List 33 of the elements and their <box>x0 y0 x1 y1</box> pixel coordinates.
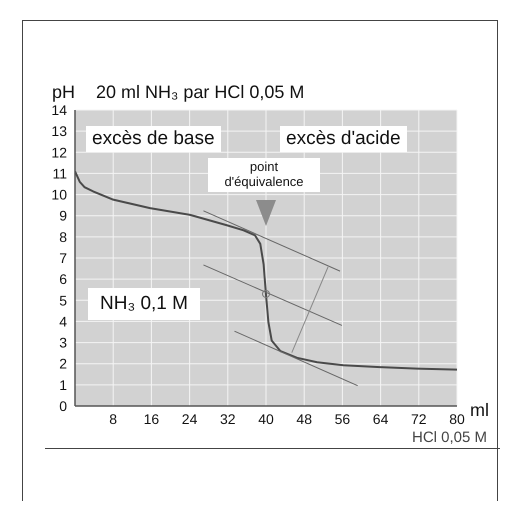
y-tick-label: 12 <box>51 144 68 160</box>
annotation: point d'équivalence <box>208 158 320 192</box>
y-tick-label: 3 <box>59 334 68 351</box>
x-tick-label: 48 <box>296 410 312 427</box>
y-tick-label: 13 <box>51 123 68 140</box>
x-tick-label: 56 <box>334 410 350 427</box>
x-axis-title: ml <box>470 400 489 421</box>
y-tick-label: 8 <box>59 228 68 245</box>
y-tick-label: 1 <box>59 376 68 393</box>
x-tick-label: 8 <box>109 410 118 427</box>
annotation: excès d'acide <box>280 126 407 152</box>
x-tick-label: 40 <box>258 410 274 427</box>
x-tick-label: 80 <box>449 410 465 427</box>
y-tick-label: 0 <box>59 398 68 414</box>
text: HCl 0,05 M <box>412 429 488 446</box>
chart-title: 20 ml NH₃ par HCl 0,05 M <box>96 82 304 103</box>
y-tick-label: 7 <box>59 250 68 266</box>
y-tick-label: 5 <box>59 292 68 308</box>
x-tick-label: 72 <box>411 410 427 427</box>
annotation: excès de base <box>86 126 221 152</box>
y-tick-label: 2 <box>59 356 68 372</box>
y-tick-label: 10 <box>51 186 68 203</box>
x-tick-label: 16 <box>144 410 160 427</box>
y-tick-label: 14 <box>51 102 68 118</box>
x-tick-label: 32 <box>220 410 236 427</box>
y-axis-title: pH <box>52 82 76 103</box>
x-tick-label: 64 <box>372 410 389 427</box>
y-tick-label: 6 <box>59 271 68 288</box>
y-tick-label: 9 <box>59 208 68 224</box>
annotation: NH₃ 0,1 M <box>88 288 200 320</box>
y-tick-label: 11 <box>52 165 68 182</box>
y-tick-label: 4 <box>59 313 68 330</box>
x-tick-label: 24 <box>182 410 198 427</box>
